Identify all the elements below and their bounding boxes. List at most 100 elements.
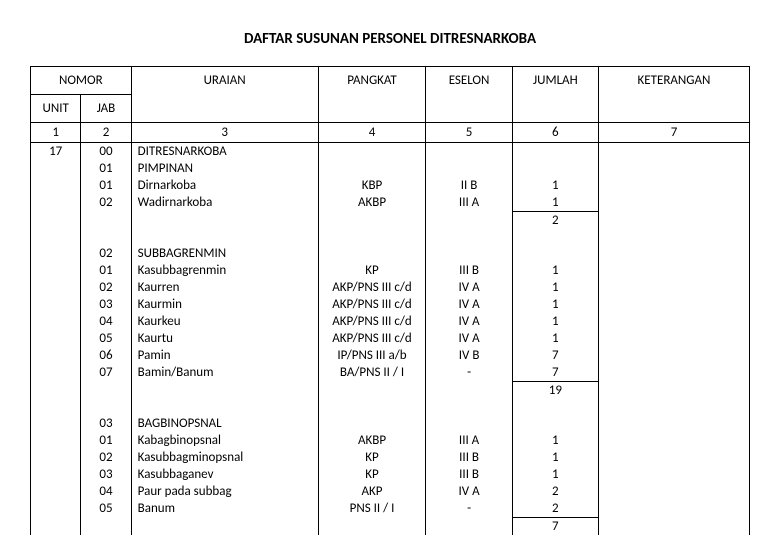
table-row: 7 — [31, 518, 750, 536]
cell-pangkat: KP — [318, 449, 426, 466]
cell-uraian: DITRESNARKOBA — [131, 143, 318, 161]
table-row — [31, 399, 750, 415]
table-row: 02WadirnarkobaAKBPIII A1 — [31, 194, 750, 212]
col-unit: UNIT — [31, 95, 81, 123]
cell-pangkat: BA/PNS II / I — [318, 364, 426, 382]
table-row: 02KasubbagminopsnalKPIII B1 — [31, 449, 750, 466]
cell-jumlah: 1 — [512, 313, 598, 330]
cell-jab: 06 — [81, 347, 131, 364]
cell-eselon: III B — [426, 449, 512, 466]
table-row: 01DirnarkobaKBPII B1 — [31, 177, 750, 194]
cell-jab: 03 — [81, 296, 131, 313]
col-jab: JAB — [81, 95, 131, 123]
cell-jab: 02 — [81, 194, 131, 212]
cell-unit — [31, 432, 81, 449]
cell-unit — [31, 296, 81, 313]
cell-jab: 03 — [81, 415, 131, 432]
table-row: 03BAGBINOPSNAL — [31, 415, 750, 432]
cell-pangkat: AKP/PNS III c/d — [318, 296, 426, 313]
table-row: 19 — [31, 382, 750, 400]
cell-jab: 07 — [81, 364, 131, 382]
cell-jumlah — [512, 245, 598, 262]
cell-jumlah: 1 — [512, 279, 598, 296]
cell-ket — [598, 466, 749, 483]
page-title: DAFTAR SUSUNAN PERSONEL DITRESNARKOBA — [30, 30, 750, 48]
table-row — [31, 229, 750, 245]
col-uraian: URAIAN — [131, 67, 318, 123]
cell-unit — [31, 500, 81, 518]
cell-eselon: IV A — [426, 296, 512, 313]
cell-jab: 02 — [81, 245, 131, 262]
table-row: 07Bamin/BanumBA/PNS II / I-7 — [31, 364, 750, 382]
cell-jab: 00 — [81, 143, 131, 161]
table-row: 03KaurminAKP/PNS III c/dIV A1 — [31, 296, 750, 313]
cell-jab: 03 — [81, 466, 131, 483]
table-row: 01PIMPINAN — [31, 160, 750, 177]
colnum-jumlah: 6 — [512, 123, 598, 143]
cell-jumlah: 1 — [512, 262, 598, 279]
cell-unit — [31, 177, 81, 194]
cell-pangkat: IP/PNS III a/b — [318, 347, 426, 364]
cell-uraian: Bamin/Banum — [131, 364, 318, 382]
cell-pangkat: AKP/PNS III c/d — [318, 313, 426, 330]
cell-unit — [31, 279, 81, 296]
cell-uraian: Kasubbaganev — [131, 466, 318, 483]
cell-jumlah: 1 — [512, 177, 598, 194]
cell-eselon: IV A — [426, 313, 512, 330]
table-row: 05BanumPNS II / I-2 — [31, 500, 750, 518]
col-jumlah: JUMLAH — [512, 67, 598, 123]
cell-pangkat: AKBP — [318, 432, 426, 449]
cell-eselon — [426, 160, 512, 177]
cell-ket — [598, 432, 749, 449]
cell-eselon: III B — [426, 262, 512, 279]
cell-ket — [598, 160, 749, 177]
cell-jumlah: 1 — [512, 432, 598, 449]
cell-eselon — [426, 415, 512, 432]
cell-jab: 02 — [81, 279, 131, 296]
cell-ket — [598, 364, 749, 382]
cell-uraian: Kaurkeu — [131, 313, 318, 330]
cell-ket — [598, 194, 749, 212]
cell-pangkat: KP — [318, 262, 426, 279]
cell-ket — [598, 296, 749, 313]
colnum-ket: 7 — [598, 123, 749, 143]
cell-unit — [31, 449, 81, 466]
cell-jumlah: 1 — [512, 296, 598, 313]
cell-eselon: IV A — [426, 330, 512, 347]
cell-ket — [598, 262, 749, 279]
cell-jab: 05 — [81, 500, 131, 518]
cell-ket — [598, 245, 749, 262]
col-nomor: NOMOR — [31, 67, 132, 95]
table-row: 06PaminIP/PNS III a/bIV B7 — [31, 347, 750, 364]
cell-uraian: Kasubbagrenmin — [131, 262, 318, 279]
cell-unit — [31, 330, 81, 347]
cell-eselon: - — [426, 364, 512, 382]
cell-pangkat: KP — [318, 466, 426, 483]
cell-jab: 01 — [81, 262, 131, 279]
colnum-unit: 1 — [31, 123, 81, 143]
cell-unit — [31, 415, 81, 432]
cell-uraian: PIMPINAN — [131, 160, 318, 177]
table-row: 01KabagbinopsnalAKBPIII A1 — [31, 432, 750, 449]
cell-unit — [31, 483, 81, 500]
cell-uraian: Banum — [131, 500, 318, 518]
table-row: 02KaurrenAKP/PNS III c/dIV A1 — [31, 279, 750, 296]
cell-jumlah: 1 — [512, 194, 598, 212]
cell-jumlah: 1 — [512, 449, 598, 466]
cell-eselon: III A — [426, 432, 512, 449]
cell-unit — [31, 364, 81, 382]
cell-ket — [598, 449, 749, 466]
colnum-pangkat: 4 — [318, 123, 426, 143]
cell-uraian: Kaurtu — [131, 330, 318, 347]
cell-uraian: SUBBAGRENMIN — [131, 245, 318, 262]
cell-uraian: Kabagbinopsnal — [131, 432, 318, 449]
cell-jab: 01 — [81, 160, 131, 177]
cell-ket — [598, 313, 749, 330]
col-keterangan: KETERANGAN — [598, 67, 749, 123]
colnum-eselon: 5 — [426, 123, 512, 143]
subtotal-cell: 19 — [512, 382, 598, 400]
table-row: 03KasubbaganevKPIII B1 — [31, 466, 750, 483]
cell-pangkat: AKBP — [318, 194, 426, 212]
cell-pangkat — [318, 415, 426, 432]
cell-unit — [31, 194, 81, 212]
